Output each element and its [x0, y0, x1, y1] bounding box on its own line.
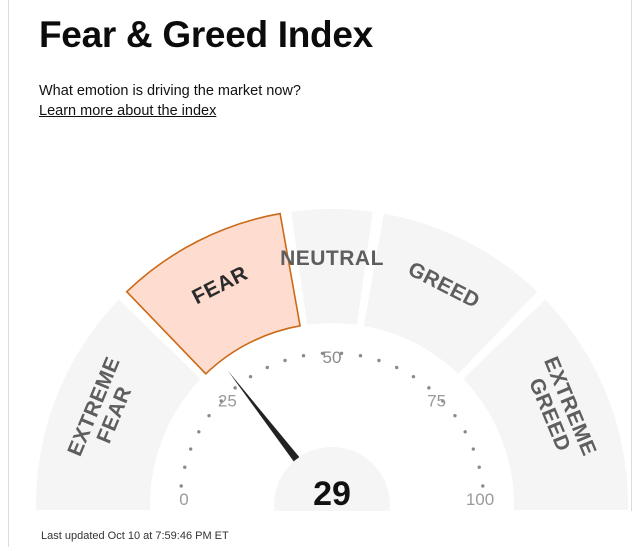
gauge-dot — [320, 351, 325, 355]
zone-neutral — [291, 209, 373, 325]
gauge-needle — [227, 370, 319, 486]
gauge-dot — [301, 353, 306, 358]
gauge-dot — [453, 413, 457, 418]
gauge-dot — [358, 353, 363, 358]
gauge-dot — [477, 465, 481, 469]
gauge-dot — [248, 374, 253, 379]
gauge-dot — [463, 430, 467, 434]
gauge-dot — [471, 447, 476, 451]
gauge-dot — [188, 447, 193, 451]
gauge-dot — [265, 365, 269, 370]
tick-label: 50 — [323, 348, 342, 367]
fear-greed-card: Fear & Greed Index What emotion is drivi… — [8, 0, 633, 547]
last-updated-text: Last updated Oct 10 at 7:59:46 PM ET — [41, 530, 229, 542]
tick-label: 100 — [466, 490, 494, 509]
learn-more-link[interactable]: Learn more about the index — [39, 103, 217, 119]
gauge-dot — [207, 413, 211, 418]
zone-fear — [125, 212, 302, 375]
gauge-dot — [219, 399, 223, 403]
page-title: Fear & Greed Index — [39, 14, 373, 55]
tick-label: 75 — [427, 391, 446, 410]
gauge-dot — [377, 358, 381, 363]
gauge-dot — [481, 484, 485, 488]
gauge-dot — [183, 465, 187, 469]
gauge-dot — [427, 386, 431, 390]
gauge-value: 29 — [313, 475, 351, 513]
subtitle: What emotion is driving the market now? — [39, 83, 301, 99]
tick-label: 0 — [179, 490, 188, 509]
gauge-dot — [411, 374, 416, 379]
gauge-dot — [233, 386, 237, 390]
gauge-dot — [283, 358, 287, 363]
zone-label-neutral: NEUTRAL — [280, 247, 384, 270]
zone-greed — [363, 213, 538, 374]
gauge-dot — [339, 351, 344, 355]
gauge-dot — [197, 430, 201, 434]
gauge-dot — [395, 365, 399, 370]
gauge-dot — [179, 484, 183, 488]
zone-extreme-fear — [36, 299, 201, 510]
gauge-base-mask — [9, 511, 633, 547]
gauge-dot — [441, 399, 445, 403]
tick-label: 25 — [218, 391, 237, 410]
zone-extreme-greed — [463, 299, 628, 510]
